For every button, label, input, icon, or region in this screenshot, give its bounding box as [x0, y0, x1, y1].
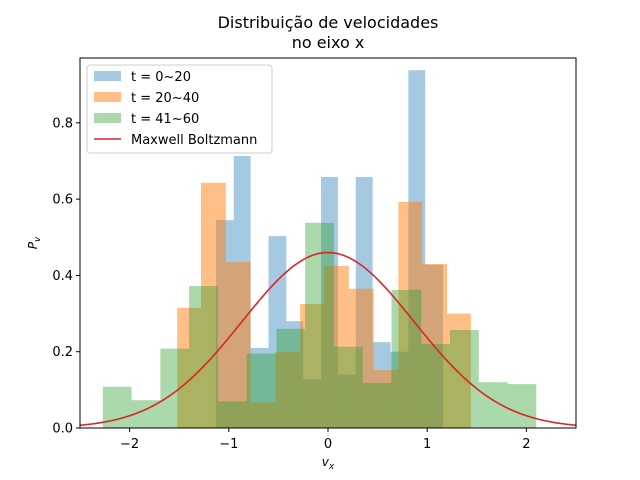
legend-label-series-2: t = 41~60 — [131, 112, 199, 127]
bar-series-2-11 — [421, 344, 450, 428]
y-tick-label-4: 0.8 — [52, 116, 73, 131]
bar-series-2-4 — [218, 401, 247, 428]
legend: t = 0~20 t = 20~40 t = 41~60 Maxwell Bol… — [87, 65, 272, 153]
bar-series-2-8 — [334, 347, 363, 428]
legend-swatch-series-0 — [94, 71, 121, 81]
bar-series-2-14 — [508, 384, 537, 428]
bar-series-2-5 — [247, 354, 277, 428]
legend-label-series-3: Maxwell Boltzmann — [131, 133, 257, 148]
x-tick-label-1: −1 — [219, 437, 238, 452]
x-tick-label-3: 1 — [423, 437, 431, 452]
x-axis-label-sub: x — [328, 462, 335, 472]
y-axis-label-sub: v — [33, 236, 43, 242]
y-tick-label-1: 0.2 — [52, 345, 73, 360]
y-tick-label-3: 0.6 — [52, 193, 73, 208]
x-tick-label-2: 0 — [324, 437, 332, 452]
x-tick-label-0: −2 — [120, 437, 139, 452]
bar-series-2-6 — [276, 329, 305, 428]
legend-label-series-0: t = 0~20 — [131, 70, 191, 85]
bar-series-2-10 — [391, 290, 421, 428]
chart-title-line-1: Distribuição de velocidades — [218, 13, 439, 32]
legend-swatch-series-1 — [94, 92, 121, 102]
legend-swatch-series-2 — [94, 113, 121, 123]
chart-title-line-2: no eixo x — [292, 33, 365, 52]
y-tick-label-0: 0.0 — [52, 422, 73, 437]
bar-series-2-9 — [363, 383, 392, 428]
x-tick-label-4: 2 — [522, 437, 530, 452]
bar-series-2-2 — [160, 349, 189, 428]
legend-label-series-1: t = 20~40 — [131, 91, 199, 106]
bar-series-2-3 — [189, 286, 218, 428]
y-tick-label-2: 0.4 — [52, 269, 73, 284]
